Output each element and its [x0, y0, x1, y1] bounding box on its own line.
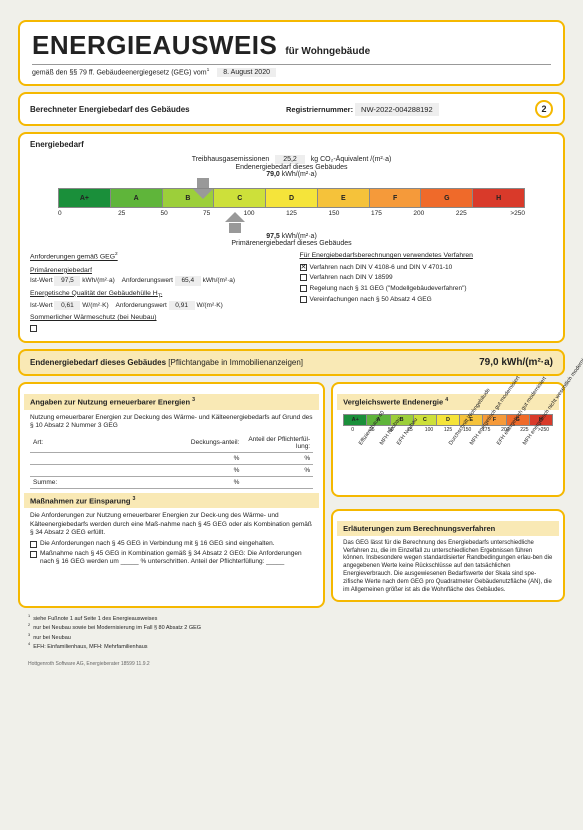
footnote-4: EFH: Einfamilienhaus, MFH: Mehrfamilienh…	[33, 643, 147, 649]
requirements-row: Anforderungen gemäß GEG2 Primärenergiebe…	[30, 251, 553, 335]
ht-unit2: W/(m²·K)	[196, 302, 222, 309]
verfahren-opt1: Verfahren nach DIN V 4108-6 und DIN V 47…	[310, 263, 453, 273]
erl-body: Das GEG lässt für die Berechnung des Ene…	[343, 540, 553, 595]
ist-label: Ist-Wert	[30, 277, 53, 284]
ht-unit: W/(m²·K)	[82, 302, 108, 309]
anf-prim-value: 65,4	[175, 276, 201, 286]
verfahren-heading: Für Energiebedarfsberechnungen verwendet…	[300, 251, 554, 261]
energiebedarf-section: Energiebedarf Treibhausgasemissionen 25,…	[18, 132, 565, 343]
top-arrow-label: Endenergiebedarf dieses Gebäudes	[58, 164, 525, 171]
ist-label2: Ist-Wert	[30, 302, 53, 309]
ist-ht-value: 0,61	[54, 301, 80, 311]
nutzung-intro: Nutzung erneuerbarer Energien zur Deckun…	[30, 414, 313, 431]
nutzung-table: Art: Deckungs-anteil: Anteil der Pflicht…	[30, 434, 313, 489]
requirements-right: Für Energiebedarfsberechnungen verwendet…	[300, 251, 554, 335]
endband-label: Endenergiebedarf dieses Gebäudes [Pflich…	[30, 358, 303, 367]
main-title: ENERGIEAUSWEIS	[32, 30, 277, 61]
verfahren-opt2-checkbox[interactable]	[300, 274, 307, 281]
mass-opt1: Die Anforderungen nach § 45 GEG in Verbi…	[40, 540, 275, 548]
endband-sub: [Pflichtangabe in Immobilienanzeigen]	[168, 358, 303, 367]
mass-opt2-checkbox[interactable]	[30, 551, 37, 558]
endenergie-band: Endenergiebedarf dieses Gebäudes [Pflich…	[18, 349, 565, 376]
bot-arrow-unit: kWh/(m²·a)	[282, 233, 317, 240]
prim-label: Primärenergiebedarf	[30, 266, 284, 276]
qual-label: Energetische Qualität der Gebäudehülle H	[30, 290, 158, 297]
top-arrow-value: 79,0	[266, 171, 280, 178]
status-bar: Berechneter Energiebedarf des Gebäudes R…	[18, 92, 565, 126]
verfahren-opt3: Regelung nach § 31 GEG ("Modellgebäudeve…	[310, 284, 467, 294]
mass-opt2: Maßnahme nach § 45 GEG in Kombination ge…	[40, 550, 313, 567]
vergleich-section: Vergleichswerte Endenergie 4 A+ABCDEFGH …	[331, 382, 565, 497]
footnotes: 1 siehe Fußnote 1 auf Seite 1 des Energi…	[18, 614, 565, 650]
verfahren-opt2: Verfahren nach DIN V 18599	[310, 273, 393, 283]
req-heading: Anforderungen gemäß GEG	[30, 254, 115, 261]
footnote-1: siehe Fußnote 1 auf Seite 1 des Energiea…	[33, 616, 157, 622]
regulation-text: gemäß den §§ 79 ff. Gebäudeenergiegesetz…	[32, 69, 207, 76]
sommer-checkbox[interactable]	[30, 325, 37, 332]
bot-arrow-value: 97,5	[266, 233, 280, 240]
sommer-label: Sommerlicher Wärmeschutz (bei Neubau)	[30, 313, 284, 323]
page-badge: 2	[535, 100, 553, 118]
regulation-date: 8. August 2020	[217, 68, 276, 77]
top-arrow: Endenergiebedarf dieses Gebäudes 79,0 kW…	[58, 164, 525, 199]
left-column: Angaben zur Nutzung erneuerbarer Energie…	[18, 382, 325, 608]
verfahren-opt4-checkbox[interactable]	[300, 296, 307, 303]
erl-heading: Erläuterungen zum Berechnungsverfahren	[337, 521, 559, 536]
anf-label2: Anforderungswert	[116, 302, 167, 309]
status-label: Berechneter Energiebedarf des Gebäudes	[30, 105, 190, 114]
bottom-arrow: 97,5 kWh/(m²·a) Primärenergiebedarf dies…	[58, 212, 525, 247]
regnum-label: Registriernummer:	[286, 105, 353, 114]
regulation-sup: 1	[207, 68, 210, 73]
ghg-label: Treibhausgasemissionen	[192, 156, 270, 163]
massnahmen-heading: Maßnahmen zur Einsparung 3	[24, 493, 319, 509]
col-pflicht: Anteil der Pflichterfül-lung:	[242, 434, 313, 453]
comp-segment-A+: A+	[344, 415, 367, 425]
erlaeuterung-section: Erläuterungen zum Berechnungsverfahren D…	[331, 509, 565, 603]
bot-arrow-label: Primärenergiebedarf dieses Gebäudes	[58, 240, 525, 247]
col-art: Art:	[30, 434, 172, 453]
top-arrow-unit: kWh/(m²·a)	[282, 171, 317, 178]
comp-tick: 0	[343, 427, 362, 433]
sum-label: Summe:	[30, 476, 172, 488]
nutzung-heading: Angaben zur Nutzung erneuerbarer Energie…	[24, 394, 319, 410]
anf-label: Anforderungswert	[122, 277, 173, 284]
verfahren-opt1-checkbox[interactable]	[300, 264, 307, 271]
comp-tick: 100	[419, 427, 438, 433]
header: ENERGIEAUSWEIS für Wohngebäude gemäß den…	[18, 20, 565, 86]
regulation-line: gemäß den §§ 79 ff. Gebäudeenergiegesetz…	[32, 64, 551, 76]
footnote-2: nur bei Neubau sowie bei Modernisierung …	[33, 625, 201, 631]
energiebedarf-heading: Energiebedarf	[30, 140, 553, 149]
prim-unit: kWh/(m²·a)	[82, 277, 115, 284]
comparison-labels: Effizienzhaus 40MFH NeubauEFH NeubauDurc…	[343, 435, 553, 489]
verfahren-opt4: Vereinfachungen nach § 50 Absatz 4 GEG	[310, 295, 432, 305]
massnahmen-intro: Die Anforderungen zur Nutzung erneuerbar…	[30, 512, 313, 537]
two-col-row: Angaben zur Nutzung erneuerbarer Energie…	[18, 382, 565, 608]
footnote-3: nur bei Neubau	[33, 634, 71, 640]
footer: Hottgenroth Software AG, Energieberater …	[18, 661, 565, 667]
mass-opt1-checkbox[interactable]	[30, 541, 37, 548]
ghg-value: 25,2	[275, 155, 305, 164]
requirements-left: Anforderungen gemäß GEG2 Primärenergiebe…	[30, 251, 284, 335]
ghg-unit: kg CO₂-Äquivalent /(m²·a)	[311, 156, 392, 163]
col-deck: Deckungs-anteil:	[172, 434, 243, 453]
anf-ht-value: 0,91	[169, 301, 195, 311]
req-heading-sup: 2	[115, 252, 118, 257]
ist-prim-value: 97,5	[54, 276, 80, 286]
regnum-value: NW-2022-004288192	[355, 103, 439, 116]
comp-label: EFH energetisch gut modernisiert	[496, 376, 548, 447]
endband-value: 79,0 kWh/(m²·a)	[479, 357, 553, 368]
qual-sup: T'	[158, 293, 163, 299]
verfahren-opt3-checkbox[interactable]	[300, 285, 307, 292]
efficiency-scale: Endenergiebedarf dieses Gebäudes 79,0 kW…	[58, 188, 525, 217]
ghg-line: Treibhausgasemissionen 25,2 kg CO₂-Äquiv…	[30, 155, 553, 164]
comp-segment-D: D	[437, 415, 460, 425]
prim-unit2: kWh/(m²·a)	[203, 277, 236, 284]
subtitle: für Wohngebäude	[285, 46, 370, 57]
